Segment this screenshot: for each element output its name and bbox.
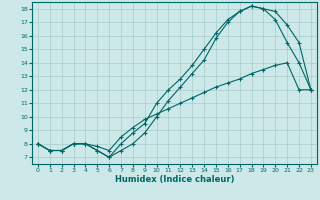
X-axis label: Humidex (Indice chaleur): Humidex (Indice chaleur) <box>115 175 234 184</box>
